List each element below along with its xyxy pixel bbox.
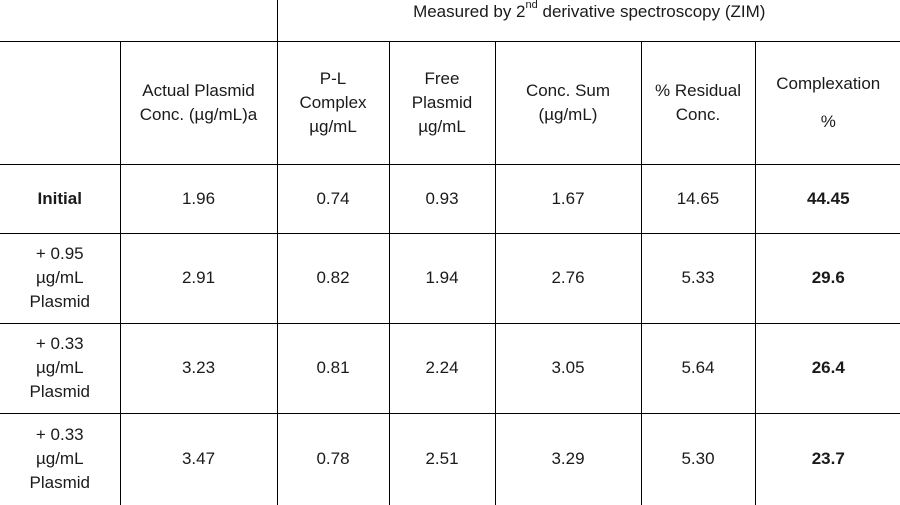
row-label: Initial — [0, 163, 121, 234]
cell-actual: 1.96 — [119, 163, 278, 234]
table-row: Initial 1.96 0.74 0.93 1.67 14.65 44.45 — [0, 163, 900, 234]
cell-residual: 5.33 — [640, 232, 756, 324]
header-conc-sum: Conc. Sum (µg/mL) — [494, 40, 642, 165]
cell-conc-sum: 3.29 — [494, 412, 642, 505]
cell-actual: 2.91 — [119, 232, 278, 324]
header-actual-line-2: Conc. (µg/mL)a — [139, 104, 258, 124]
header-free-line-3: µg/mL — [418, 116, 466, 136]
cell-actual: 3.47 — [119, 412, 278, 505]
cell-conc-sum: 2.76 — [494, 232, 642, 324]
group-header-suffix: derivative spectroscopy (ZIM) — [537, 2, 766, 21]
cell-complexation: 23.7 — [754, 412, 900, 505]
empty-corner-cell — [0, 0, 278, 42]
cell-residual: 5.64 — [640, 322, 756, 414]
header-residual-conc: % Residual Conc. — [640, 40, 756, 165]
cell-pl-complex: 0.74 — [276, 163, 390, 234]
group-header-cell: Measured by 2nd derivative spectroscopy … — [276, 0, 900, 42]
header-free-plasmid: Free Plasmid µg/mL — [388, 40, 496, 165]
group-header-text: Measured by 2nd derivative spectroscopy … — [413, 0, 765, 24]
cell-residual: 14.65 — [640, 163, 756, 234]
cell-free-plasmid: 2.24 — [388, 322, 496, 414]
cell-actual: 3.23 — [119, 322, 278, 414]
cell-free-plasmid: 1.94 — [388, 232, 496, 324]
row-label-line: + 0.33 — [35, 334, 84, 353]
cell-conc-sum: 1.67 — [494, 163, 642, 234]
row-label-line: µg/mL — [35, 268, 84, 287]
row-label-header-cell — [0, 40, 121, 165]
cell-conc-sum: 3.05 — [494, 322, 642, 414]
cell-free-plasmid: 0.93 — [388, 163, 496, 234]
group-header-row: Measured by 2nd derivative spectroscopy … — [0, 0, 900, 42]
header-sum-line-2: (µg/mL) — [538, 104, 598, 124]
header-pl-line-2: Complex — [299, 92, 367, 112]
column-header-row: Actual Plasmid Conc. (µg/mL)a P-L Comple… — [0, 40, 900, 165]
row-label-line: Plasmid — [29, 382, 90, 401]
cell-pl-complex: 0.82 — [276, 232, 390, 324]
header-actual-plasmid: Actual Plasmid Conc. (µg/mL)a — [119, 40, 278, 165]
group-header-prefix: Measured by 2 — [413, 2, 526, 21]
cell-complexation: 44.45 — [754, 163, 900, 234]
row-label-line: Plasmid — [29, 473, 90, 493]
header-pl-line-1: P-L — [319, 68, 347, 88]
row-label-line: Initial — [37, 188, 82, 208]
table-row: + 0.33 µg/mL Plasmid 3.23 0.81 2.24 3.05… — [0, 322, 900, 414]
row-label-line: µg/mL — [35, 449, 84, 469]
cell-free-plasmid: 2.51 — [388, 412, 496, 505]
row-label: + 0.95 µg/mL Plasmid — [0, 232, 121, 324]
row-label: + 0.33 µg/mL Plasmid — [0, 322, 121, 414]
row-label-line: µg/mL — [35, 358, 84, 377]
header-actual-line-1: Actual Plasmid — [142, 80, 255, 100]
group-header-superscript: nd — [525, 0, 538, 12]
table-row: + 0.33 µg/mL Plasmid 3.47 0.78 2.51 3.29… — [0, 412, 900, 505]
row-label-line: Plasmid — [29, 292, 90, 311]
header-sum-line-1: Conc. Sum — [525, 80, 611, 100]
header-complexation-line-1: Complexation — [776, 73, 881, 93]
header-pl-complex: P-L Complex µg/mL — [276, 40, 390, 165]
row-label: + 0.33 µg/mL Plasmid — [0, 412, 121, 505]
header-residual-line-2: Conc. — [675, 104, 721, 124]
cell-pl-complex: 0.81 — [276, 322, 390, 414]
header-free-line-1: Free — [424, 68, 460, 88]
cell-complexation: 26.4 — [754, 322, 900, 414]
cell-residual: 5.30 — [640, 412, 756, 505]
header-free-line-2: Plasmid — [411, 92, 473, 112]
row-label-line: + 0.95 — [35, 244, 84, 263]
header-pl-line-3: µg/mL — [309, 116, 357, 136]
header-residual-line-1: % Residual — [655, 80, 741, 100]
cell-pl-complex: 0.78 — [276, 412, 390, 505]
cell-complexation: 29.6 — [754, 232, 900, 324]
header-complexation: Complexation % — [754, 40, 900, 165]
header-complexation-line-2: % — [820, 111, 836, 131]
table-row: + 0.95 µg/mL Plasmid 2.91 0.82 1.94 2.76… — [0, 232, 900, 324]
row-label-line: + 0.33 — [35, 425, 84, 445]
